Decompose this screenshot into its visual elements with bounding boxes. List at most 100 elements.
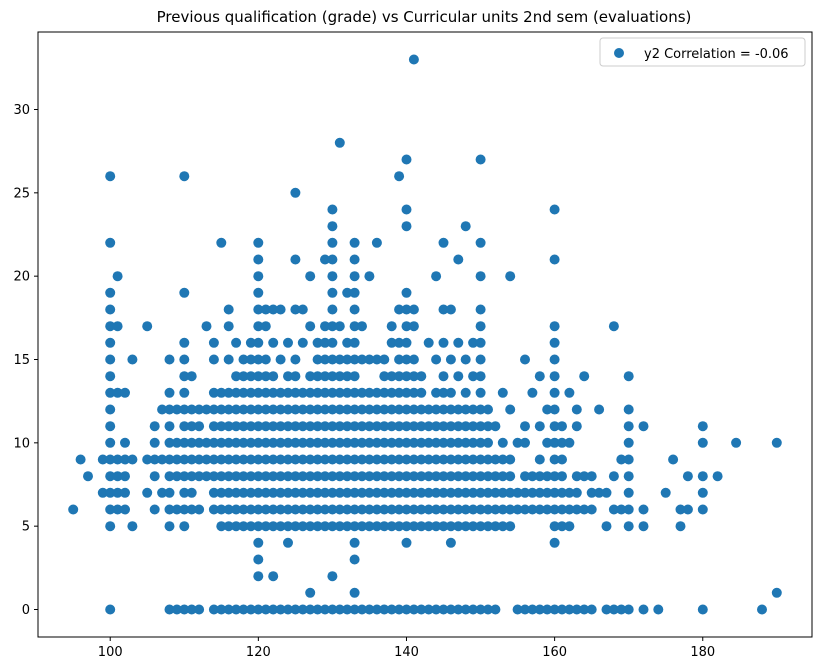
data-point <box>371 521 382 532</box>
data-point <box>290 387 301 398</box>
y-tick-label: 20 <box>13 270 30 285</box>
data-point <box>268 471 279 482</box>
data-point <box>483 454 493 465</box>
data-point <box>268 387 279 398</box>
data-point <box>564 487 575 498</box>
data-point <box>171 604 182 615</box>
data-point <box>557 604 567 615</box>
data-point <box>475 404 486 415</box>
data-point <box>268 437 279 448</box>
data-point <box>342 437 353 448</box>
data-point <box>460 471 471 482</box>
data-point <box>401 337 412 348</box>
data-point <box>371 471 382 482</box>
data-point <box>305 421 316 432</box>
data-point <box>453 404 464 415</box>
data-point <box>357 454 367 465</box>
data-point <box>475 487 486 498</box>
data-point <box>394 471 405 482</box>
data-point <box>305 437 316 448</box>
data-point <box>327 354 338 365</box>
data-point <box>201 404 212 415</box>
data-point <box>623 371 634 382</box>
data-point <box>238 454 249 465</box>
data-point <box>208 354 219 365</box>
data-point <box>357 404 367 415</box>
data-point <box>394 171 405 182</box>
data-point <box>386 504 397 515</box>
data-point <box>120 471 130 482</box>
data-point <box>290 254 301 265</box>
data-point <box>542 487 553 498</box>
data-point <box>468 454 479 465</box>
data-point <box>438 237 449 248</box>
data-point <box>179 504 190 515</box>
data-point <box>349 587 360 598</box>
data-point <box>97 487 108 498</box>
y-tick-label: 0 <box>22 603 30 618</box>
data-point <box>357 487 367 498</box>
data-point <box>208 471 219 482</box>
data-point <box>549 421 560 432</box>
data-point <box>423 604 434 615</box>
data-point <box>142 321 153 332</box>
data-point <box>697 487 708 498</box>
data-point <box>371 354 382 365</box>
data-point <box>549 254 560 265</box>
data-point <box>357 321 367 332</box>
data-point <box>357 354 367 365</box>
data-point <box>260 321 271 332</box>
data-point <box>371 604 382 615</box>
data-point <box>364 354 375 365</box>
data-point <box>475 387 486 398</box>
data-point <box>231 504 242 515</box>
data-point <box>357 504 367 515</box>
data-point <box>208 404 219 415</box>
data-point <box>771 437 782 448</box>
data-point <box>712 471 723 482</box>
data-point <box>275 304 286 315</box>
data-point <box>171 404 182 415</box>
data-point <box>416 421 427 432</box>
data-point <box>75 454 86 465</box>
data-point <box>682 471 693 482</box>
data-point <box>660 487 671 498</box>
data-point <box>327 371 338 382</box>
legend-box <box>599 37 806 67</box>
data-point <box>490 487 501 498</box>
data-point <box>445 304 456 315</box>
data-point <box>290 487 301 498</box>
data-point <box>245 487 256 498</box>
data-point <box>438 504 449 515</box>
data-point <box>171 504 182 515</box>
y-tick-label: 30 <box>13 103 30 118</box>
data-point <box>379 371 390 382</box>
data-point <box>527 471 538 482</box>
data-point <box>731 437 742 448</box>
data-point <box>283 337 293 348</box>
x-tick-label: 160 <box>542 645 567 660</box>
data-point <box>223 521 234 532</box>
data-point <box>438 304 449 315</box>
data-point <box>608 504 619 515</box>
data-point <box>231 371 242 382</box>
data-point <box>505 521 516 532</box>
data-point <box>394 521 405 532</box>
data-point <box>312 354 323 365</box>
data-point <box>386 421 397 432</box>
data-point <box>527 387 538 398</box>
data-point <box>179 354 190 365</box>
data-point <box>349 287 360 298</box>
data-point <box>179 437 190 448</box>
data-point <box>401 537 412 548</box>
data-point <box>283 471 293 482</box>
data-point <box>623 437 634 448</box>
data-point <box>557 521 567 532</box>
data-point <box>238 387 249 398</box>
data-point <box>505 271 516 282</box>
data-point <box>342 387 353 398</box>
data-point <box>408 387 419 398</box>
x-tick-label: 100 <box>98 645 123 660</box>
data-point <box>416 454 427 465</box>
data-point <box>253 371 264 382</box>
